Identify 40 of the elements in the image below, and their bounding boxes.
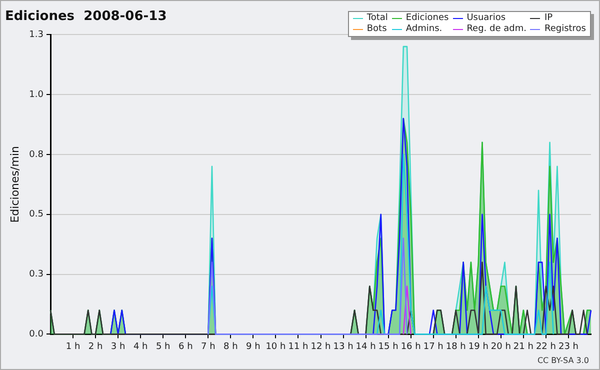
y-tick-label: 0.0 — [29, 330, 44, 340]
x-tick-label: 3 h — [110, 342, 126, 352]
x-tick-label: 9 h — [246, 342, 260, 352]
x-tick-label: 4 h — [133, 342, 148, 352]
legend-label: Total — [366, 13, 388, 24]
legend-label: IP — [544, 13, 553, 24]
x-tick-label: 17 h — [423, 342, 444, 352]
x-tick-label: 21 h — [513, 342, 534, 352]
chart-title: Ediciones 2008-06-13 — [5, 9, 167, 24]
x-tick-label: 19 h — [468, 342, 488, 352]
x-tick-label: 5 h — [156, 342, 170, 352]
x-tick-label: 2 h — [88, 342, 103, 352]
x-tick-label: 7 h — [201, 342, 216, 352]
y-tick-label: 1.0 — [29, 90, 44, 100]
y-tick-label: 0.3 — [29, 270, 44, 280]
x-tick-label: 13 h — [333, 342, 354, 352]
x-tick-label: 8 h — [224, 342, 238, 352]
legend-label: Usuarios — [466, 13, 506, 24]
legend-label: Ediciones — [406, 13, 449, 24]
text: CC BY-SA 3.0 — [537, 356, 589, 365]
y-axis-title: Ediciones/min — [8, 146, 22, 223]
x-tick-label: 20 h — [490, 342, 511, 352]
x-tick-label: 10 h — [266, 342, 286, 352]
y-tick-label: 0.8 — [29, 150, 44, 160]
legend-label: Bots — [366, 24, 387, 35]
y-tick-label: 0.5 — [29, 210, 44, 220]
x-tick-label: 18 h — [446, 342, 466, 352]
x-tick-label: 22 h — [536, 342, 556, 352]
x-tick-label: 1 h — [66, 342, 80, 352]
x-tick-label: 16 h — [400, 342, 421, 352]
y-tick-label: 1.3 — [29, 30, 44, 40]
x-tick-label: 14 h — [356, 342, 376, 352]
legend-label: Reg. de adm. — [466, 24, 526, 35]
x-tick-label: 12 h — [310, 342, 331, 352]
x-tick-label: 23 h — [558, 342, 578, 352]
x-tick-label: 11 h — [288, 342, 308, 352]
legend-label: Registros — [544, 24, 586, 35]
x-tick-label: 15 h — [378, 342, 398, 352]
legend-label: Admins. — [406, 24, 442, 35]
x-tick-label: 6 h — [178, 342, 193, 352]
